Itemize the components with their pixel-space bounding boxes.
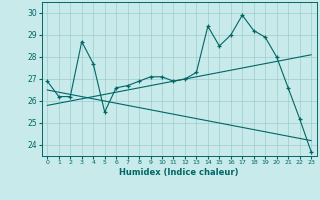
X-axis label: Humidex (Indice chaleur): Humidex (Indice chaleur) xyxy=(119,168,239,177)
